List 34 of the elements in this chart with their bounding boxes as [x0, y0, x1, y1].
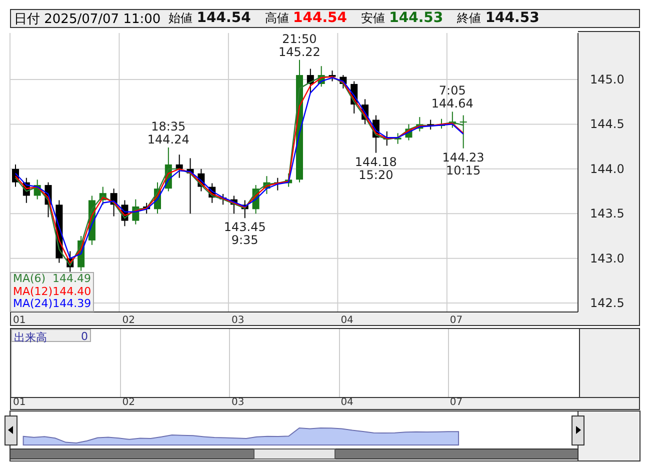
y-tick-label: 145.0 — [590, 72, 624, 86]
annotation: 7:05 144.64 — [431, 84, 474, 111]
annotation: 144.23 10:15 — [442, 150, 484, 178]
annotation: 18:35 144.24 — [147, 119, 190, 146]
x-tick-label: 07 — [450, 315, 463, 326]
y-tick-label: 142.5 — [590, 296, 624, 310]
annotation: 144.40 — [52, 284, 92, 298]
y-tick-label: 144.0 — [590, 162, 624, 176]
text: 終値 144.53 — [457, 10, 540, 26]
y-tick-label: 144.5 — [590, 117, 624, 132]
text: 安値 144.53 — [361, 10, 444, 26]
annotation: 21:50 145.22 — [278, 32, 320, 59]
category-label: 01 — [13, 397, 26, 408]
x-tick-label: 01 — [13, 315, 26, 326]
x-tick-label: 03 — [231, 315, 244, 326]
category-label: 07 — [450, 397, 463, 408]
annotation: 144.18 15:20 — [354, 154, 397, 182]
text: MA(6) — [13, 272, 46, 286]
annotation: 144.39 — [52, 297, 92, 310]
text: 出来高 0 — [14, 330, 88, 344]
x-tick-label: 04 — [340, 315, 354, 326]
candlestick — [460, 114, 467, 149]
text: 始値 144.54 — [168, 10, 251, 26]
annotation: 143.45 9:35 — [224, 220, 266, 248]
y-tick-label: 143.5 — [590, 206, 624, 221]
chart-title: 日付 2025/07/07 11:00 — [14, 10, 161, 28]
x-tick-label: 02 — [122, 315, 135, 326]
annotation: 144.49 — [52, 272, 91, 286]
text: 高値 144.54 — [264, 10, 347, 26]
text: MA(24) — [13, 297, 53, 310]
text: MA(12) — [13, 284, 53, 298]
y-tick-label: 143.0 — [590, 251, 624, 266]
candlestick — [176, 154, 183, 178]
category-label: 04 — [340, 397, 354, 408]
